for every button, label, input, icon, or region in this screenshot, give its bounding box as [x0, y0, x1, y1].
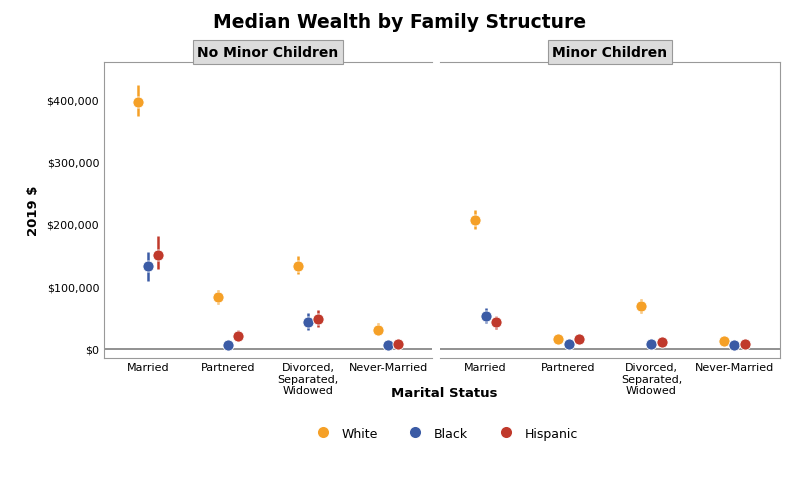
Text: Federal Reserve Bank: Federal Reserve Bank: [10, 477, 158, 490]
Title: Minor Children: Minor Children: [553, 46, 667, 60]
Text: St. Louis: St. Louis: [142, 477, 204, 490]
Text: Median Wealth by Family Structure: Median Wealth by Family Structure: [214, 13, 586, 32]
Y-axis label: 2019 $: 2019 $: [26, 185, 39, 235]
Text: Marital Status: Marital Status: [390, 386, 498, 399]
Title: No Minor Children: No Minor Children: [198, 46, 338, 60]
Text: of: of: [130, 477, 142, 490]
Legend: White, Black, Hispanic: White, Black, Hispanic: [305, 422, 583, 445]
